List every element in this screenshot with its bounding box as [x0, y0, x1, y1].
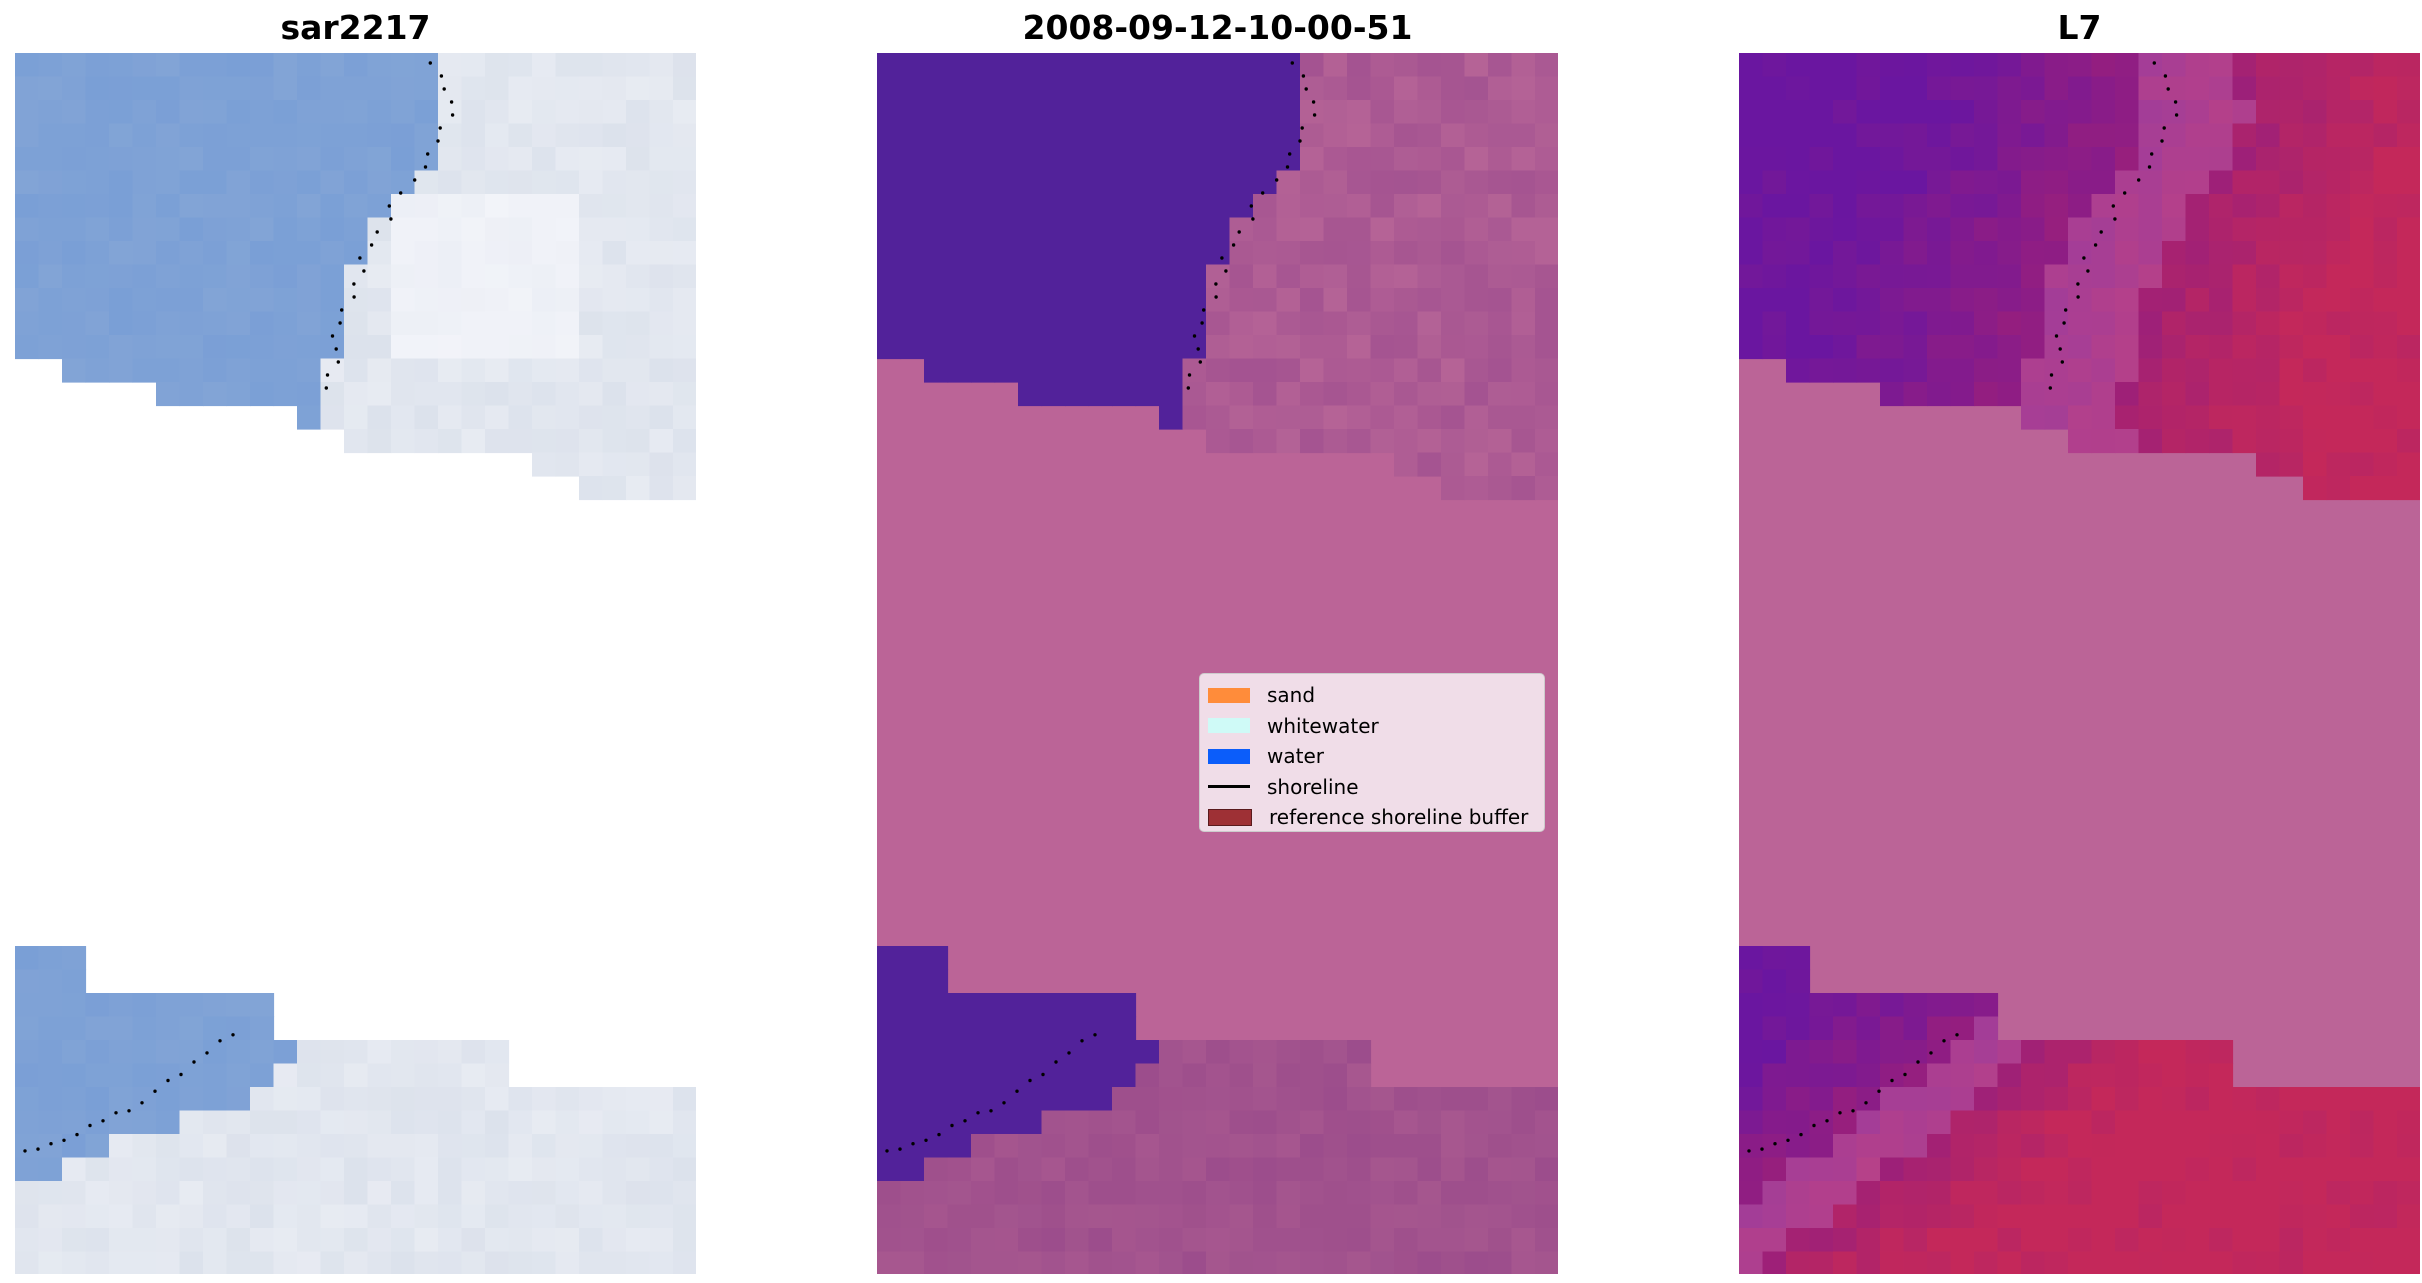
panel-title-classified: 2008-09-12-10-00-51 — [1022, 8, 1413, 47]
mndwi-image-panel — [1739, 53, 2420, 1274]
patch-icon — [1208, 687, 1250, 703]
legend-label: reference shoreline buffer — [1269, 805, 1529, 830]
legend-label: sand — [1267, 683, 1316, 708]
rgb-image — [15, 53, 696, 1274]
shoreline-dots — [23, 61, 455, 1153]
rgb-image-panel — [15, 53, 696, 1274]
panel-title-mndwi: L7 — [2057, 8, 2102, 47]
legend-item-shoreline: shoreline — [1208, 772, 1544, 803]
mndwi-image — [1739, 53, 2420, 1274]
legend-item-water: water — [1208, 741, 1544, 772]
panel-title-rgb: sar2217 — [280, 8, 431, 47]
patch-icon — [1208, 718, 1250, 734]
classified-image — [877, 53, 1558, 1274]
legend-item-whitewater: whitewater — [1208, 711, 1544, 742]
patch-icon — [1208, 748, 1250, 764]
legend-label: water — [1267, 744, 1324, 769]
patch-icon — [1208, 808, 1252, 826]
line-icon — [1208, 785, 1250, 789]
legend-item-reference-buffer: reference shoreline buffer — [1208, 802, 1544, 833]
legend: sand whitewater water shoreline referenc… — [1199, 673, 1545, 832]
legend-item-sand: sand — [1208, 680, 1544, 711]
classified-image-panel — [877, 53, 1558, 1274]
shoreline-dots — [885, 61, 1317, 1153]
legend-label: shoreline — [1267, 774, 1359, 799]
shoreline-dots — [1747, 61, 2179, 1153]
legend-label: whitewater — [1267, 713, 1379, 738]
